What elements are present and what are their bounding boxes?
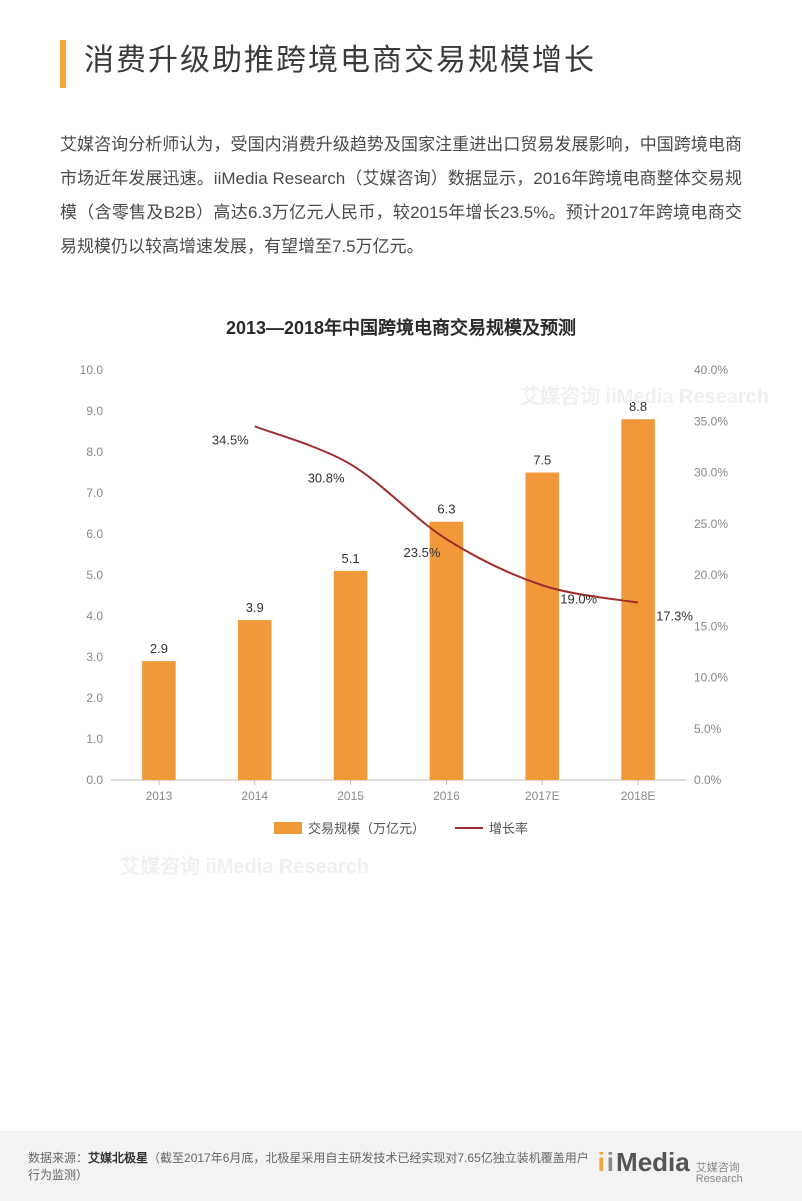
chart-legend: 交易规模（万亿元） 增长率 bbox=[61, 818, 741, 837]
svg-text:9.0: 9.0 bbox=[86, 404, 103, 418]
watermark: 艾媒咨询 iiMedia Research bbox=[120, 850, 369, 879]
svg-text:2013: 2013 bbox=[146, 789, 173, 803]
svg-text:2017E: 2017E bbox=[525, 789, 560, 803]
svg-text:2.9: 2.9 bbox=[150, 641, 168, 656]
logo-dot-icon: i bbox=[607, 1147, 614, 1178]
svg-text:4.0: 4.0 bbox=[86, 609, 103, 623]
footer-source-name: 艾媒北极星 bbox=[88, 1151, 148, 1165]
chart-title: 2013—2018年中国跨境电商交易规模及预测 bbox=[60, 314, 742, 340]
svg-text:17.3%: 17.3% bbox=[656, 609, 693, 624]
body-paragraph: 艾媒咨询分析师认为，受国内消费升级趋势及国家注重进出口贸易发展影响，中国跨境电商… bbox=[60, 128, 742, 264]
chart-svg: 0.0 1.0 2.0 3.0 4.0 5.0 6.0 7.0 8.0 9.0 10.0 0.0% 5.… bbox=[61, 360, 741, 810]
svg-text:2.0: 2.0 bbox=[86, 691, 103, 705]
svg-text:30.0%: 30.0% bbox=[694, 466, 728, 480]
svg-text:5.0%: 5.0% bbox=[694, 722, 722, 736]
legend-line-swatch bbox=[455, 827, 483, 829]
legend-bar-swatch bbox=[274, 822, 302, 834]
svg-text:19.0%: 19.0% bbox=[560, 591, 597, 606]
svg-text:6.3: 6.3 bbox=[437, 502, 455, 517]
logo-dot-icon: i bbox=[598, 1147, 605, 1178]
svg-text:2014: 2014 bbox=[241, 789, 268, 803]
svg-text:7.0: 7.0 bbox=[86, 486, 103, 500]
svg-text:7.5: 7.5 bbox=[533, 453, 551, 468]
svg-text:3.0: 3.0 bbox=[86, 650, 103, 664]
logo: iiMedia 艾媒咨询 Research bbox=[598, 1147, 774, 1185]
svg-text:15.0%: 15.0% bbox=[694, 619, 728, 633]
legend-line-label: 增长率 bbox=[489, 818, 528, 837]
svg-text:2018E: 2018E bbox=[621, 789, 656, 803]
page-title-block: 消费升级助推跨境电商交易规模增长 bbox=[60, 40, 742, 88]
svg-text:1.0: 1.0 bbox=[86, 732, 103, 746]
svg-text:0.0: 0.0 bbox=[86, 773, 103, 787]
svg-text:8.8: 8.8 bbox=[629, 399, 647, 414]
footer-source: 数据来源：艾媒北极星（截至2017年6月底，北极星采用自主研发技术已经实现对7.… bbox=[28, 1149, 598, 1183]
logo-sub: 艾媒咨询 Research bbox=[696, 1163, 774, 1185]
legend-bar: 交易规模（万亿元） bbox=[274, 818, 425, 837]
svg-text:0.0%: 0.0% bbox=[694, 773, 722, 787]
legend-line: 增长率 bbox=[455, 818, 528, 837]
svg-text:40.0%: 40.0% bbox=[694, 363, 728, 377]
svg-text:2015: 2015 bbox=[337, 789, 364, 803]
svg-text:23.5%: 23.5% bbox=[404, 545, 441, 560]
svg-text:34.5%: 34.5% bbox=[212, 432, 249, 447]
svg-text:25.0%: 25.0% bbox=[694, 517, 728, 531]
chart: 0.0 1.0 2.0 3.0 4.0 5.0 6.0 7.0 8.0 9.0 10.0 0.0% 5.… bbox=[61, 360, 741, 840]
legend-bar-label: 交易规模（万亿元） bbox=[308, 818, 425, 837]
svg-text:10.0%: 10.0% bbox=[694, 671, 728, 685]
svg-text:30.8%: 30.8% bbox=[308, 470, 345, 485]
footer: 数据来源：艾媒北极星（截至2017年6月底，北极星采用自主研发技术已经实现对7.… bbox=[0, 1131, 802, 1201]
svg-text:35.0%: 35.0% bbox=[694, 414, 728, 428]
svg-text:5.0: 5.0 bbox=[86, 568, 103, 582]
svg-text:10.0: 10.0 bbox=[80, 363, 104, 377]
svg-text:20.0%: 20.0% bbox=[694, 568, 728, 582]
title-accent-bar bbox=[60, 40, 66, 88]
logo-main: Media bbox=[616, 1147, 690, 1178]
page-title: 消费升级助推跨境电商交易规模增长 bbox=[84, 40, 596, 88]
svg-text:2016: 2016 bbox=[433, 789, 460, 803]
svg-text:6.0: 6.0 bbox=[86, 527, 103, 541]
svg-text:3.9: 3.9 bbox=[246, 600, 264, 615]
svg-text:5.1: 5.1 bbox=[342, 551, 360, 566]
footer-prefix: 数据来源： bbox=[28, 1151, 88, 1165]
svg-text:8.0: 8.0 bbox=[86, 445, 103, 459]
